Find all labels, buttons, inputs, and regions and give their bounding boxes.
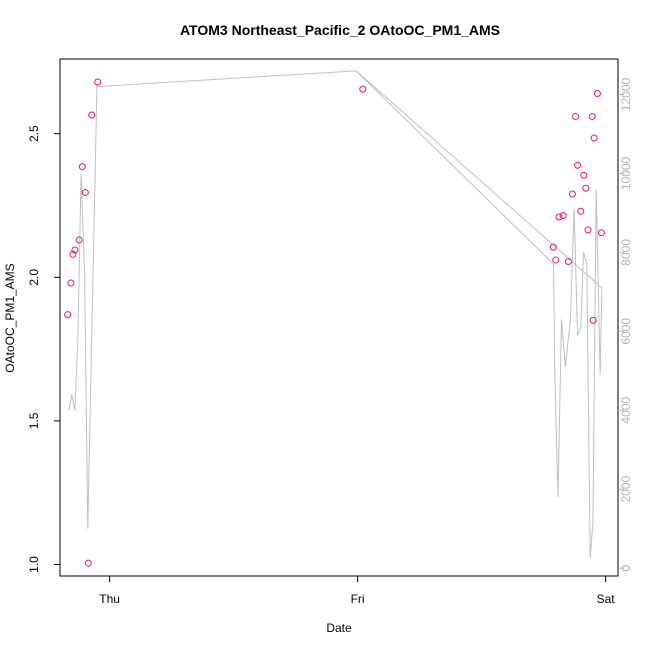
data-point (78, 163, 86, 171)
y-tick-label: 2.5 (27, 125, 41, 142)
x-tick-label: Sat (597, 592, 616, 606)
data-point (584, 226, 592, 234)
data-point (593, 89, 601, 97)
data-point (589, 316, 597, 324)
right-tick-label: 4000 (619, 397, 633, 424)
data-point (84, 559, 92, 567)
data-point (572, 112, 580, 120)
x-axis-label: Date (326, 621, 352, 635)
y-tick-label: 1.0 (27, 556, 41, 573)
data-point (64, 311, 72, 319)
data-point (75, 236, 83, 244)
data-point (359, 85, 367, 93)
right-tick-label: 12000 (619, 78, 633, 112)
data-point (582, 184, 590, 192)
data-point (81, 189, 89, 197)
data-point (580, 171, 588, 179)
data-point (88, 111, 96, 119)
data-point (549, 243, 557, 251)
data-point (568, 190, 576, 198)
data-point (94, 78, 102, 86)
x-tick-label: Thu (99, 592, 120, 606)
data-point (559, 212, 567, 220)
right-tick-label: 0 (619, 564, 633, 571)
data-point (590, 134, 598, 142)
y-tick-label: 2.0 (27, 269, 41, 286)
right-tick-label: 2000 (619, 476, 633, 503)
right-tick-label: 10000 (619, 156, 633, 190)
data-point (71, 246, 79, 254)
data-point (597, 229, 605, 237)
data-point (555, 213, 563, 221)
right-tick-label: 8000 (619, 239, 633, 266)
data-point (564, 257, 572, 265)
data-point (588, 112, 596, 120)
data-point (69, 250, 77, 258)
series-line-segment (355, 70, 603, 289)
series-line (68, 70, 603, 559)
data-point (552, 256, 560, 264)
x-tick-label: Fri (351, 592, 365, 606)
right-tick-label: 6000 (619, 318, 633, 345)
plot-frame (59, 58, 619, 577)
data-point (67, 279, 75, 287)
y-axis-label: OAtoOC_PM1_AMS (3, 263, 17, 372)
data-point (577, 207, 585, 215)
data-point (574, 161, 582, 169)
y-tick-label: 1.5 (27, 412, 41, 429)
chart-title: ATOM3 Northeast_Pacific_2 OAtoOC_PM1_AMS (180, 22, 500, 38)
